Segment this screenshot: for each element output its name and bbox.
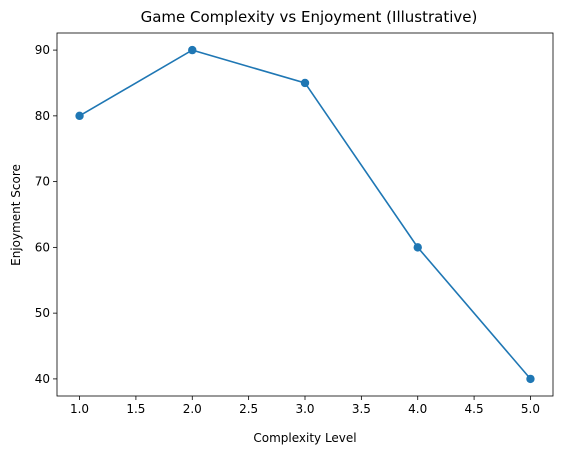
y-axis-label: Enjoyment Score xyxy=(9,164,23,266)
y-tick-label-2: 60 xyxy=(35,240,50,254)
plot-frame xyxy=(56,32,554,397)
y-tick-label-0: 40 xyxy=(35,372,50,386)
y-tick-label-3: 70 xyxy=(35,175,50,189)
x-tick-label-6: 4.0 xyxy=(408,402,427,416)
x-tick-label-4: 3.0 xyxy=(295,402,314,416)
data-point-0-1 xyxy=(188,45,197,55)
x-tick-label-1: 1.5 xyxy=(126,402,145,416)
x-axis-label: Complexity Level xyxy=(253,431,356,445)
x-tick-label-7: 4.5 xyxy=(465,402,484,416)
data-point-0-2 xyxy=(300,78,310,88)
x-tick-label-3: 2.5 xyxy=(239,402,258,416)
data-point-0-3 xyxy=(413,243,422,252)
y-tick-label-4: 80 xyxy=(35,109,50,123)
x-tick-label-2: 2.0 xyxy=(183,402,202,416)
data-point-0-0 xyxy=(75,111,84,121)
y-tick-label-5: 90 xyxy=(35,43,50,57)
x-tick-label-8: 5.0 xyxy=(521,402,540,416)
x-tick-label-0: 1.0 xyxy=(70,402,89,416)
data-point-0-4 xyxy=(526,374,535,384)
y-tick-label-1: 50 xyxy=(35,306,50,320)
plot-area: 1.0 1.5 2.0 2.5 3.0 3.5 4.0 4.5 5.0 40 50 60 70 80 90 xyxy=(35,32,554,416)
x-tick-label-5: 3.5 xyxy=(352,402,371,416)
chart-title: Game Complexity vs Enjoyment (Illustrati… xyxy=(141,8,478,26)
